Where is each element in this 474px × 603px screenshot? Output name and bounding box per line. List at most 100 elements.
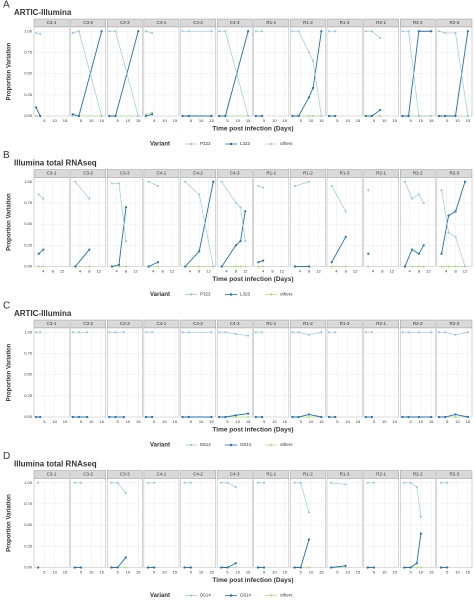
x-tick-label: 5 [263,419,266,424]
data-point [262,566,266,569]
data-point [156,184,160,188]
data-point [409,481,412,484]
data-point [447,265,450,268]
x-tick-label: 12 [133,269,138,274]
facet-panel [107,478,143,568]
data-point [100,30,103,33]
facet-label: R1-3 [340,321,350,326]
data-point [334,331,337,334]
data-point [247,30,250,33]
facet-panel [70,177,106,267]
facet-label: C4-2 [193,321,203,326]
series-line [331,482,346,485]
x-tick-label: 15 [283,419,288,424]
x-tick-label: 15 [63,419,68,424]
y-tick-label: 0.75 [24,350,33,355]
data-point [210,331,213,334]
data-point [122,331,125,334]
x-tick-label: 4 [299,269,302,274]
x-tick-label: 8 [125,269,128,274]
panel-title: Illumina total RNAseq [14,460,97,469]
x-tick-label: 5 [446,419,449,424]
facet-label: C3-1 [47,472,57,477]
data-point [407,30,410,33]
data-point [108,114,111,118]
data-point [447,214,450,217]
y-tick-label: 0.50 [24,522,33,527]
facet-label: C4-2 [193,472,203,477]
x-tick-label: 15 [466,570,471,575]
data-point [440,252,443,255]
data-point [403,180,407,183]
data-point [410,265,414,268]
x-tick-label: 5 [409,570,412,575]
data-point [184,180,187,183]
legend-label: others [280,593,293,598]
x-tick-label: 10 [382,118,387,123]
x-tick-label: 10 [162,118,167,123]
series-line [221,181,246,242]
facet-label: R1-3 [340,20,350,25]
facet-label: C4-1 [157,20,167,25]
facet-label: C4-3 [230,20,240,25]
x-tick-label: 8 [198,269,201,274]
x-tick-label: 10 [309,118,314,123]
data-point [364,30,367,33]
legend-swatch [189,594,193,597]
legend-label: P323 [200,292,211,297]
x-tick-label: 4 [408,269,411,274]
data-point [244,210,247,213]
data-point [151,113,154,116]
series-line [438,331,468,336]
x-tick-label: 15 [63,118,68,123]
data-point [466,415,469,419]
x-tick-label: 15 [466,419,471,424]
data-point [39,114,42,118]
series-line [404,181,424,204]
data-point [226,481,229,484]
x-tick-label: 15 [173,118,178,123]
facet-label: C4-2 [193,20,203,25]
data-point [110,182,114,185]
data-point [234,414,237,417]
data-point [37,566,40,569]
data-point [42,197,45,200]
data-point [439,566,443,569]
series-line [219,413,249,418]
x-tick-label: 8 [271,269,274,274]
legend-label: others [280,292,293,297]
data-point [370,415,373,419]
facet-panel [216,327,253,418]
legend-title: Variant [150,292,170,298]
data-point [293,184,297,188]
data-point [151,111,154,114]
facet-panel [180,327,216,418]
series-line [404,533,422,568]
data-point [454,235,457,238]
data-point [34,331,38,334]
series-line [331,565,346,568]
data-point [189,566,192,569]
y-tick-label: 0.25 [24,242,33,247]
facet-label: R1-3 [340,171,350,176]
legend-swatch [229,142,233,146]
data-point [239,206,242,209]
x-tick-label: 5 [190,570,193,575]
data-point [463,265,467,268]
facet-label: R2-3 [450,20,460,25]
x-tick-label: 12 [96,269,101,274]
series-line [148,181,159,187]
data-point [224,114,227,118]
x-tick-label: 5 [80,419,83,424]
y-tick-label: 0.75 [24,501,33,506]
y-tick-label: 0.75 [24,200,33,205]
data-point [88,265,91,268]
x-tick-label: 12 [463,269,468,274]
data-point [320,30,323,33]
facet-panel [253,26,290,117]
x-tick-label: 15 [136,570,141,575]
data-point [437,331,441,334]
data-point [327,331,331,334]
y-axis-label: Proportion Variation [7,193,13,251]
legend-swatch [189,142,193,146]
